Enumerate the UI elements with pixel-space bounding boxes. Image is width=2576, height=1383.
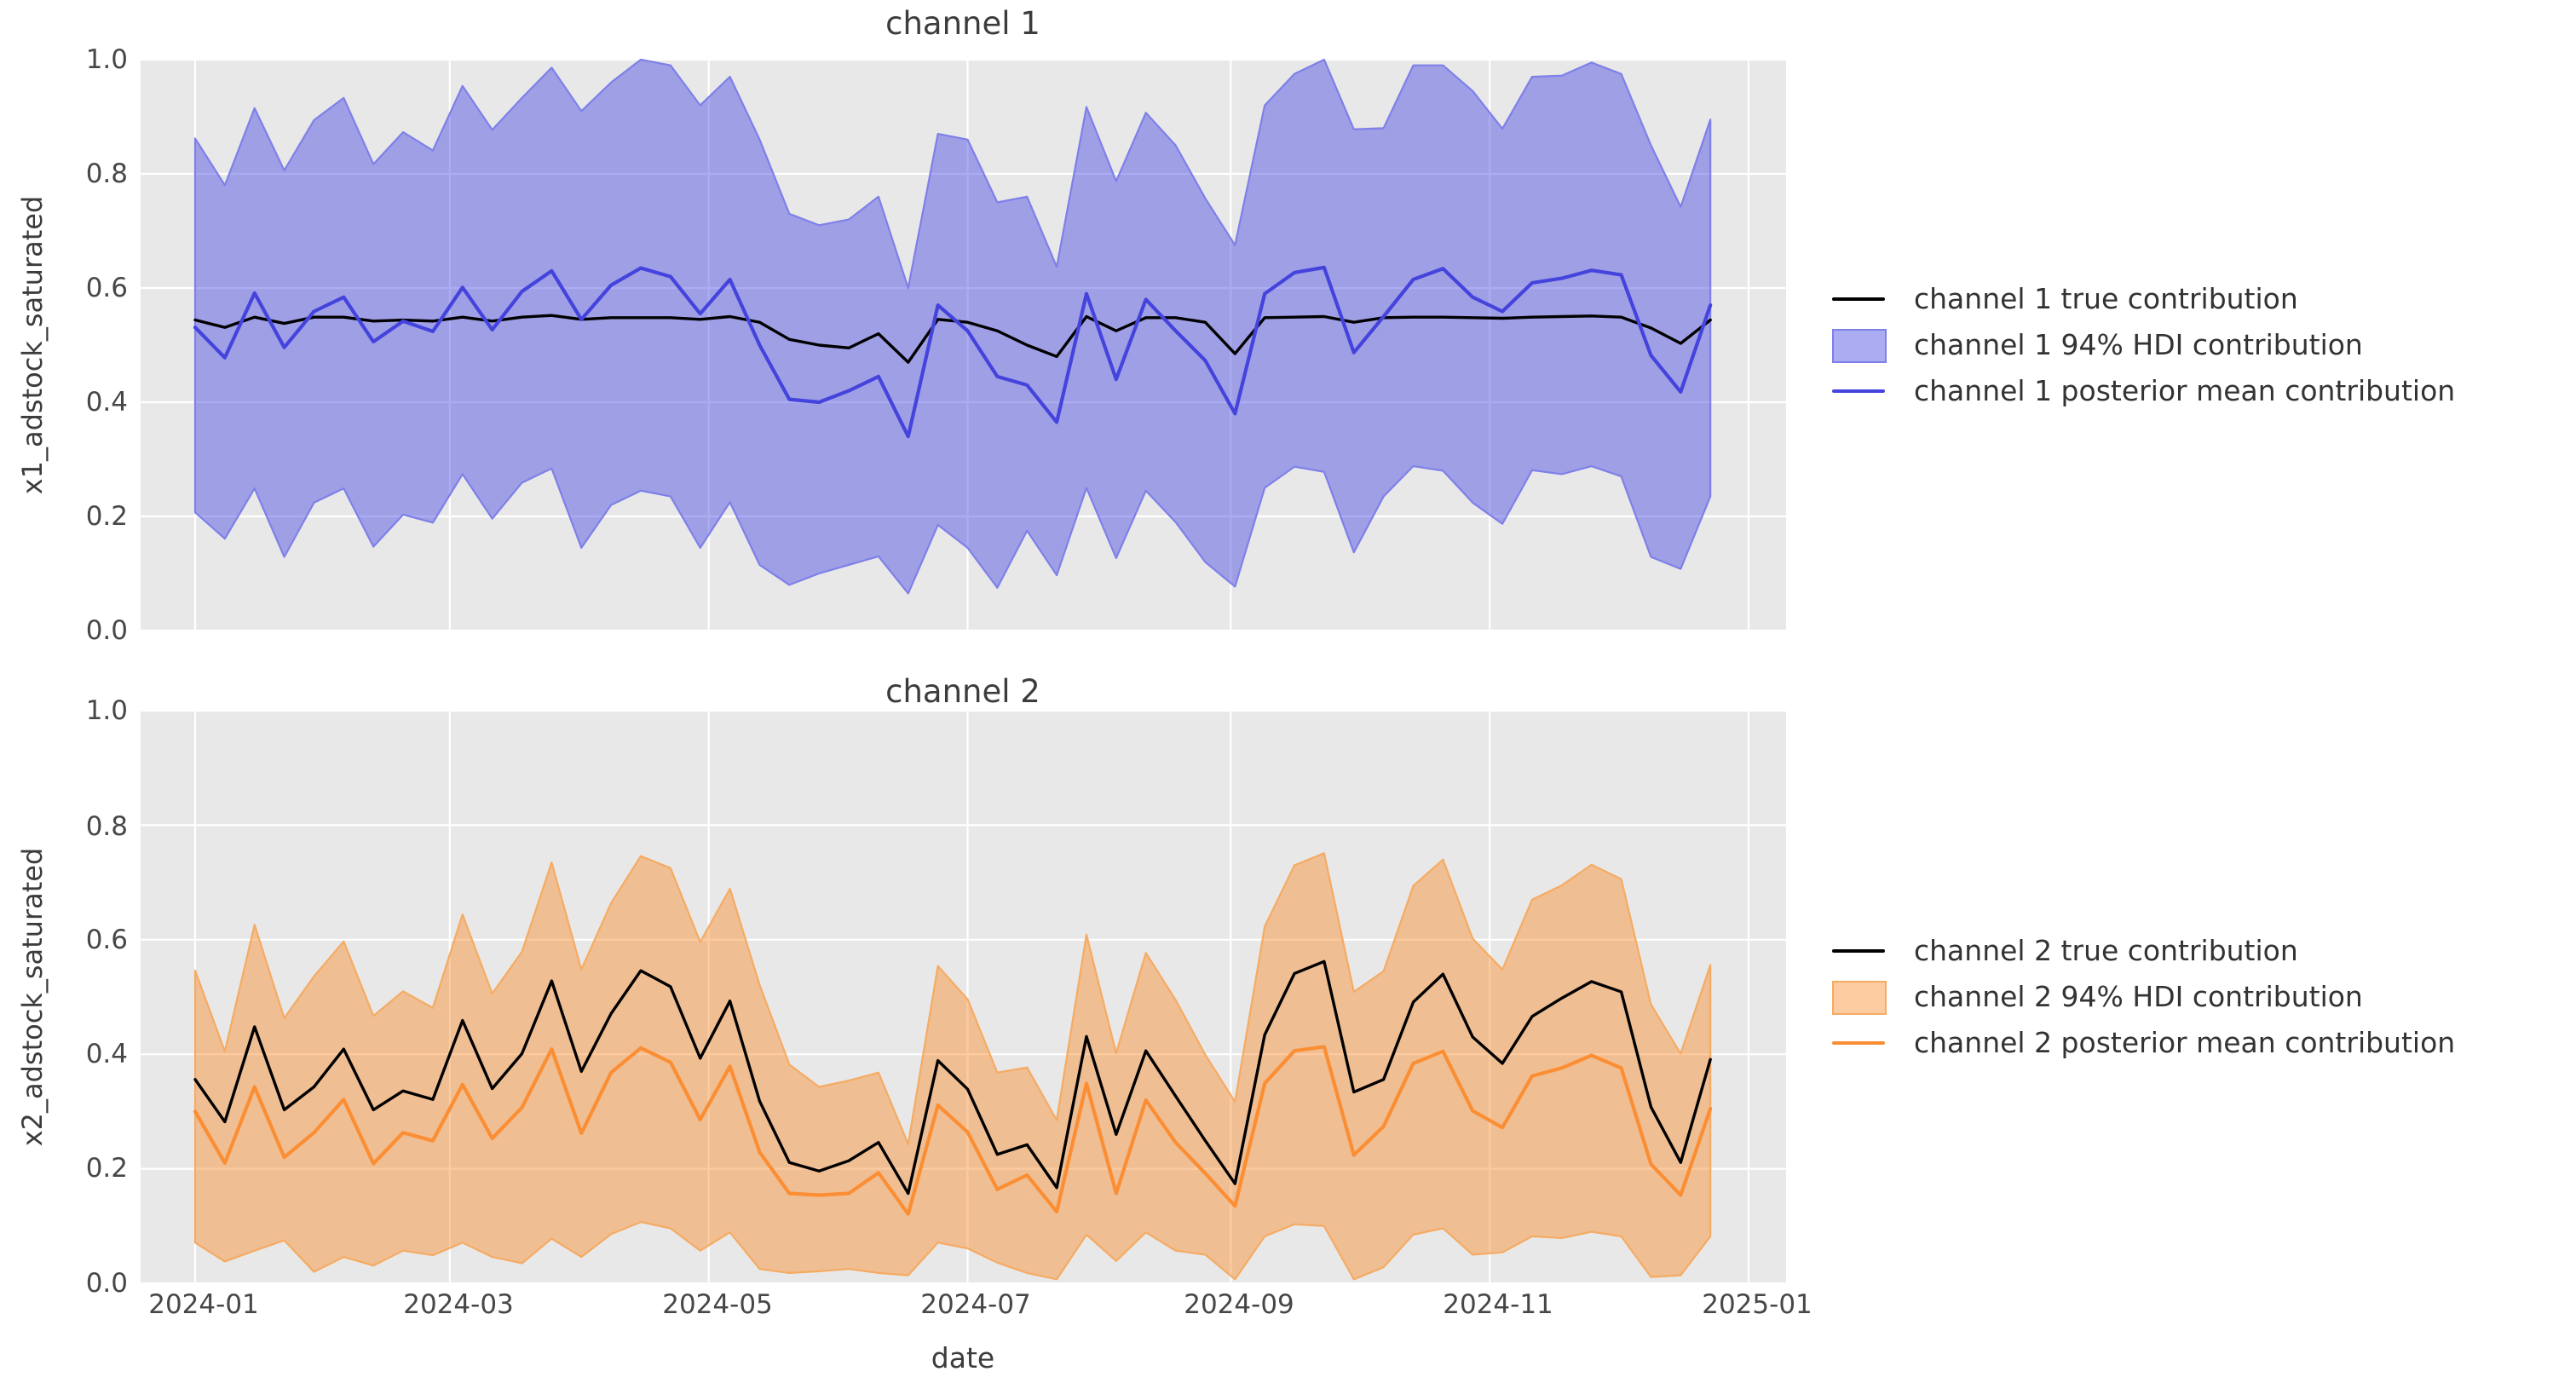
channel-1-true-contribution-line	[193, 314, 1712, 364]
panel-1-ytick: 0.4	[85, 387, 128, 418]
panel-2-title: channel 2	[885, 673, 1040, 710]
legend-item-label: channel 1 94% HDI contribution	[1914, 328, 2363, 361]
legend-item-label: channel 2 posterior mean contribution	[1914, 1026, 2456, 1059]
xtick-2024-01: 2024-01	[148, 1289, 259, 1320]
legend-true-line-swatch	[1832, 297, 1885, 301]
panel-1-y-axis-label: x1_adstock_saturated	[16, 195, 49, 495]
panel-1-ytick: 0.6	[85, 273, 128, 303]
legend-item-label: channel 2 true contribution	[1914, 934, 2298, 967]
xtick-2024-07: 2024-07	[920, 1289, 1031, 1320]
panel-2-ytick: 0.0	[85, 1268, 128, 1299]
panel-1-ytick: 0.8	[85, 158, 128, 189]
channel-1-hdi-band	[193, 58, 1712, 595]
legend-item-label: channel 1 posterior mean contribution	[1914, 374, 2456, 407]
channel-2-posterior-mean-line	[193, 1045, 1713, 1216]
panel-1-ytick: 0.2	[85, 501, 128, 532]
x-axis-label: date	[931, 1341, 995, 1374]
legend-hdi-patch-swatch	[1832, 329, 1887, 363]
panel-1-title: channel 1	[885, 5, 1040, 42]
panel-2-ytick: 0.2	[85, 1153, 128, 1184]
panel-1-ytick: 1.0	[85, 44, 128, 75]
panel-2-ytick: 1.0	[85, 695, 128, 726]
panel-2-ytick: 0.8	[85, 811, 128, 842]
panel-2-ytick: 0.4	[85, 1039, 128, 1069]
xtick-2024-11: 2024-11	[1443, 1289, 1553, 1320]
channel-2-true-contribution-line	[193, 959, 1712, 1196]
xtick-2024-03: 2024-03	[403, 1289, 514, 1320]
xtick-2025-01: 2025-01	[1702, 1289, 1812, 1320]
panel-1-ytick: 0.0	[85, 615, 128, 646]
legend-posterior-mean-line-swatch	[1832, 1041, 1885, 1045]
channel-1-posterior-mean-line	[193, 265, 1713, 439]
legend-item-label: channel 2 94% HDI contribution	[1914, 980, 2363, 1013]
xtick-2024-09: 2024-09	[1184, 1289, 1294, 1320]
legend-posterior-mean-line-swatch	[1832, 389, 1885, 393]
channel-1-plot-background	[141, 60, 1786, 631]
legend-true-line-swatch	[1832, 949, 1885, 953]
panel-2-ytick: 0.6	[85, 925, 128, 955]
legend-hdi-patch-swatch	[1832, 981, 1887, 1015]
xtick-2024-05: 2024-05	[662, 1289, 773, 1320]
channel-2-hdi-band	[193, 852, 1712, 1281]
legend-item-label: channel 1 true contribution	[1914, 282, 2298, 315]
panel-2-y-axis-label: x2_adstock_saturated	[16, 847, 49, 1147]
